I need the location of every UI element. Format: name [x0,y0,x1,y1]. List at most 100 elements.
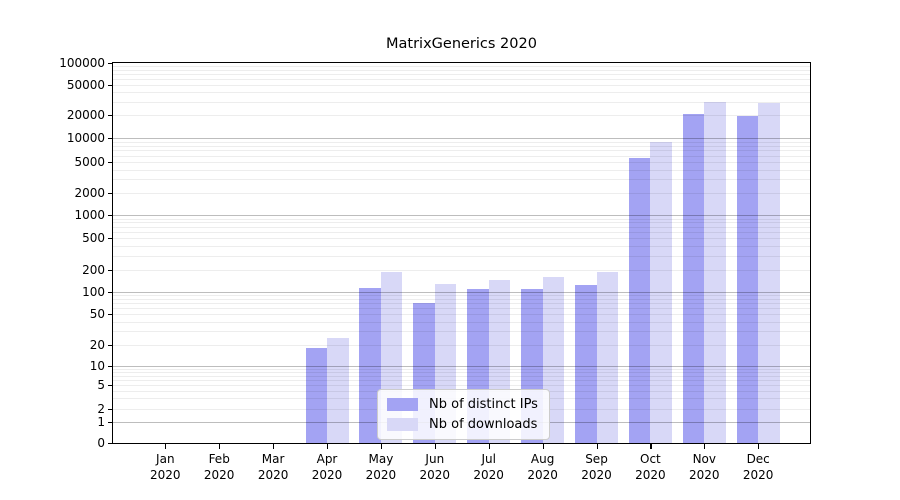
gridline [113,303,810,305]
gridline [113,115,810,116]
gridline [113,162,810,163]
x-tick-label: Dec 2020 [742,452,774,482]
gridline [113,308,810,310]
gridline [113,150,810,152]
y-tick-label: 5 [97,378,105,392]
bar-downloads [704,101,726,443]
x-tick-mark [380,444,383,449]
y-tick-mark [108,409,113,411]
gridlines [113,63,810,443]
bar-downloads [596,272,618,443]
gridline [113,70,810,72]
y-tick-label: 200 [82,263,105,277]
y-tick-label: 500 [82,231,105,245]
legend-swatch [387,398,418,411]
x-tick-mark [596,444,598,449]
y-tick-mark [108,366,113,368]
x-tick-mark [327,444,329,449]
bar-downloads [650,142,672,443]
x-tick-mark [542,444,544,449]
gridline [113,299,810,301]
y-tick-mark [108,385,113,387]
gridline [113,366,810,367]
gridline [113,321,810,323]
x-tick-label: Nov 2020 [689,452,720,482]
gridline [113,245,810,247]
y-tick-mark [108,115,113,117]
gridline [113,238,810,239]
x-tick-label: Jan 2020 [150,452,181,482]
y-tick-label: 100000 [59,56,105,70]
x-tick-label: Jun 2020 [419,452,451,482]
y-tick-label: 100 [82,285,105,299]
x-tick-mark [434,444,436,449]
legend-row: Nb of distinct IPs [387,397,538,412]
y-tick-mark [108,162,113,164]
bar-distinct-ips [305,348,327,443]
gridline [113,79,810,81]
x-tick-mark [704,444,706,449]
bar-distinct-ips [628,158,651,443]
x-tick-label: Mar 2020 [257,452,289,482]
gridline [113,193,810,194]
legend-label: Nb of downloads [429,417,538,432]
bar-downloads [327,337,349,443]
plot-area: Nb of distinct IPs Nb of downloads [112,62,811,444]
gridline [113,345,810,346]
y-tick-label: 1000 [74,208,105,222]
gridline [113,226,810,228]
y-tick-mark [108,443,113,445]
gridline [113,66,810,68]
bar-downloads [758,103,780,443]
bars-layer [113,63,810,443]
gridline [113,74,810,76]
x-tick-mark [758,444,760,449]
bar-distinct-ips [682,114,705,443]
gridline [113,292,810,293]
y-tick-label: 50000 [66,78,105,92]
gridline [113,179,810,181]
gridline [113,368,810,370]
x-tick-label: Apr 2020 [311,452,343,482]
gridline [113,92,810,94]
x-tick-mark [273,444,275,449]
gridline [113,85,810,86]
x-tick-label: Sep 2020 [581,452,612,482]
y-tick-label: 0 [97,436,105,450]
gridline [113,215,810,216]
gridline [113,380,810,381]
legend-row: Nb of downloads [387,417,538,432]
gridline [113,218,810,220]
gridline [113,232,810,233]
legend: Nb of distinct IPs Nb of downloads [377,389,550,440]
y-tick-label: 1 [97,415,105,429]
x-tick-label: Feb 2020 [203,452,235,482]
gridline [113,138,810,139]
gridline [113,145,810,147]
y-tick-label: 50 [89,307,105,321]
gridline [113,141,810,143]
x-tick-mark [219,444,221,449]
chart-title: MatrixGenerics 2020 [386,36,537,52]
y-tick-mark [108,215,113,217]
x-tick-label: May 2020 [365,452,397,482]
y-tick-mark [108,314,113,316]
x-tick-label: Jul 2020 [473,452,504,482]
x-tick-mark [650,444,652,449]
gridline [113,255,810,257]
x-tick-mark [165,444,167,449]
y-tick-mark [108,270,113,272]
y-tick-label: 2000 [74,186,105,200]
bar-distinct-ips [575,284,597,443]
y-tick-label: 20000 [66,108,105,122]
y-tick-mark [108,345,113,347]
x-tick-label: Oct 2020 [635,452,666,482]
x-tick-mark [488,444,490,449]
y-tick-mark [108,63,113,65]
y-tick-label: 20 [89,338,105,352]
bar-distinct-ips [736,116,759,443]
gridline [113,385,810,386]
gridline [113,375,810,377]
y-tick-label: 10000 [66,131,105,145]
